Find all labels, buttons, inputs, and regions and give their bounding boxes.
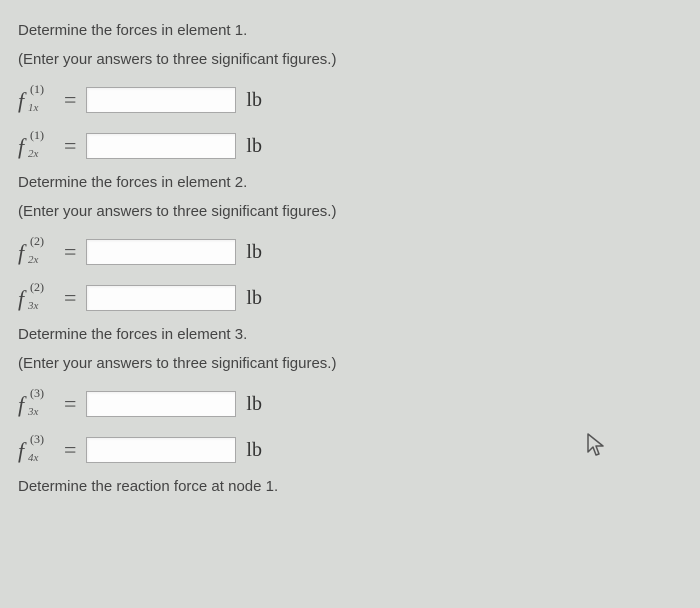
- f-3-4x-symbol: f (3) 4x: [18, 432, 60, 468]
- element3-prompt: Determine the forces in element 3.: [18, 326, 682, 343]
- f-2-2x-sub: 2x: [28, 254, 38, 266]
- f-letter: f: [18, 392, 24, 418]
- f-1-1x-row: f (1) 1x = lb: [18, 82, 682, 118]
- element1-sigfig: (Enter your answers to three significant…: [18, 51, 682, 68]
- reaction-prompt: Determine the reaction force at node 1.: [18, 478, 682, 495]
- f-letter: f: [18, 134, 24, 160]
- f-3-4x-unit: lb: [246, 439, 262, 462]
- f-3-4x-sub: 4x: [28, 452, 38, 464]
- f-2-2x-symbol: f (2) 2x: [18, 234, 60, 270]
- f-letter: f: [18, 286, 24, 312]
- f-2-3x-sup: (2): [30, 280, 44, 295]
- f-3-4x-sup: (3): [30, 432, 44, 447]
- f-2-3x-symbol: f (2) 3x: [18, 280, 60, 316]
- f-2-2x-input[interactable]: [86, 239, 236, 265]
- f-3-3x-unit: lb: [246, 393, 262, 416]
- element3-sigfig: (Enter your answers to three significant…: [18, 355, 682, 372]
- f-2-3x-row: f (2) 3x = lb: [18, 280, 682, 316]
- f-1-2x-row: f (1) 2x = lb: [18, 128, 682, 164]
- f-2-3x-unit: lb: [246, 287, 262, 310]
- f-3-3x-sup: (3): [30, 386, 44, 401]
- f-3-3x-sub: 3x: [28, 406, 38, 418]
- f-letter: f: [18, 438, 24, 464]
- f-1-2x-sub: 2x: [28, 148, 38, 160]
- element2-prompt: Determine the forces in element 2.: [18, 174, 682, 191]
- f-1-1x-unit: lb: [246, 89, 262, 112]
- equals: =: [64, 437, 76, 463]
- f-letter: f: [18, 240, 24, 266]
- f-2-2x-sup: (2): [30, 234, 44, 249]
- f-1-1x-sub: 1x: [28, 102, 38, 114]
- f-3-3x-row: f (3) 3x = lb: [18, 386, 682, 422]
- f-2-2x-row: f (2) 2x = lb: [18, 234, 682, 270]
- f-letter: f: [18, 88, 24, 114]
- f-3-3x-input[interactable]: [86, 391, 236, 417]
- f-1-1x-input[interactable]: [86, 87, 236, 113]
- f-3-4x-row: f (3) 4x = lb: [18, 432, 682, 468]
- f-2-2x-unit: lb: [246, 241, 262, 264]
- equals: =: [64, 285, 76, 311]
- f-1-1x-sup: (1): [30, 82, 44, 97]
- f-1-1x-symbol: f (1) 1x: [18, 82, 60, 118]
- element2-sigfig: (Enter your answers to three significant…: [18, 203, 682, 220]
- f-1-2x-symbol: f (1) 2x: [18, 128, 60, 164]
- f-1-2x-input[interactable]: [86, 133, 236, 159]
- element1-prompt: Determine the forces in element 1.: [18, 22, 682, 39]
- f-1-2x-sup: (1): [30, 128, 44, 143]
- f-3-3x-symbol: f (3) 3x: [18, 386, 60, 422]
- equals: =: [64, 239, 76, 265]
- f-3-4x-input[interactable]: [86, 437, 236, 463]
- f-2-3x-input[interactable]: [86, 285, 236, 311]
- f-2-3x-sub: 3x: [28, 300, 38, 312]
- equals: =: [64, 391, 76, 417]
- f-1-2x-unit: lb: [246, 135, 262, 158]
- equals: =: [64, 87, 76, 113]
- equals: =: [64, 133, 76, 159]
